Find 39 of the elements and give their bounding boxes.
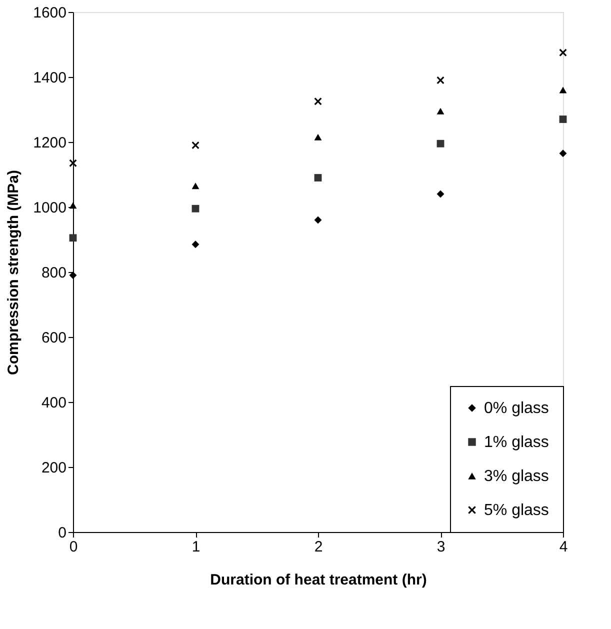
x-tick-label: 0 — [69, 538, 78, 556]
y-tick-label: 800 — [41, 264, 66, 282]
y-tick-label: 1400 — [33, 70, 66, 86]
point — [69, 202, 77, 209]
x-tick-label: 4 — [559, 538, 568, 556]
y-tick-label: 400 — [41, 394, 66, 412]
x-tick-label: 2 — [314, 538, 323, 556]
point — [69, 159, 77, 167]
point — [314, 174, 322, 182]
y-axis-title: Compression strength (MPa) — [5, 170, 22, 376]
point — [436, 190, 444, 198]
y-tick-label: 1200 — [33, 134, 66, 152]
legend-label: 5% glass — [484, 502, 549, 519]
point — [314, 98, 322, 106]
point — [436, 140, 444, 148]
legend-label: 0% glass — [484, 400, 549, 417]
y-tick-label: 0 — [58, 524, 66, 542]
point — [192, 142, 200, 149]
point — [559, 48, 567, 56]
point — [192, 240, 200, 248]
y-tick-label: 1600 — [33, 4, 66, 22]
y-tick-label: 600 — [41, 330, 66, 346]
legend-label: 3% glass — [484, 468, 549, 485]
point — [559, 150, 567, 158]
point — [192, 204, 200, 212]
point — [314, 216, 322, 224]
x-tick-label: 1 — [192, 538, 200, 556]
point — [559, 116, 567, 123]
x-axis-title: Duration of heat treatment (hr) — [210, 572, 427, 588]
point — [436, 108, 444, 114]
point — [69, 234, 77, 242]
point — [314, 134, 322, 140]
point — [559, 86, 567, 94]
legend-label: 1% glass — [484, 434, 549, 451]
point — [436, 76, 444, 84]
point — [192, 182, 200, 190]
y-tick-label: 1000 — [33, 200, 66, 216]
y-tick-label: 200 — [41, 460, 66, 476]
x-tick-label: 3 — [436, 538, 446, 556]
